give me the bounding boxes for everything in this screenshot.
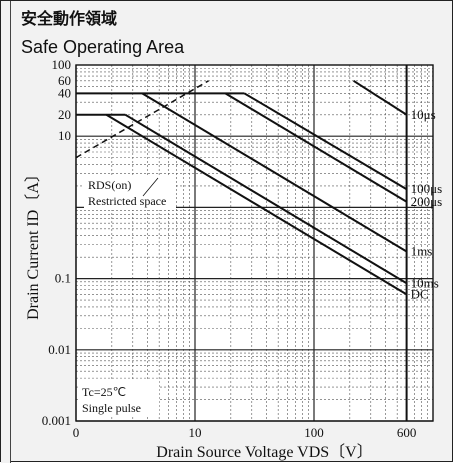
y-axis-label: Drain Current ID〔A〕 xyxy=(24,166,42,320)
rds-on-limit-line xyxy=(75,80,209,159)
y-tick-label: 0.1 xyxy=(55,271,71,286)
y-tick-label: 0.01 xyxy=(48,342,71,357)
series-line xyxy=(105,113,408,296)
side-strip xyxy=(1,1,11,463)
series-line xyxy=(141,92,408,253)
plot-background xyxy=(76,65,433,421)
rds-on-annotation: RDS(on) xyxy=(88,178,131,192)
series-line xyxy=(243,92,408,191)
restricted-space-annotation: Restricted space xyxy=(88,194,166,208)
annotation-background xyxy=(84,175,176,210)
series-line xyxy=(224,92,408,203)
y-tick-label: 60 xyxy=(58,73,71,88)
y-tick-label: 20 xyxy=(58,107,71,122)
x-tick-label: 600 xyxy=(397,425,417,440)
series-label: 10μs xyxy=(411,107,436,122)
series-label: DC xyxy=(411,286,429,301)
grid xyxy=(75,65,433,422)
annotation-pointer xyxy=(142,177,159,197)
series-lines xyxy=(75,79,408,296)
series-label: 100μs xyxy=(411,181,443,196)
single-pulse-annotation: Single pulse xyxy=(82,401,141,415)
temperature-annotation: Tc=25℃ xyxy=(82,385,126,399)
series-label: 1ms xyxy=(411,244,433,259)
y-tick-label: 0.001 xyxy=(42,413,71,428)
y-tick-label: 10 xyxy=(58,128,71,143)
series-label: 10ms xyxy=(411,275,439,290)
x-tick-label: 10 xyxy=(189,425,202,440)
series-line xyxy=(353,79,408,116)
series-label: 200μs xyxy=(411,194,443,209)
chart-title-english: Safe Operating Area xyxy=(21,37,185,57)
x-tick-label: 100 xyxy=(304,425,324,440)
chart-title-japanese: 安全動作領域 xyxy=(21,9,118,28)
x-tick-label: 0 xyxy=(73,425,80,440)
x-axis-label: Drain Source Voltage VDS〔V〕 xyxy=(156,443,372,461)
axes xyxy=(75,64,434,422)
y-tick-label: 40 xyxy=(58,85,71,100)
conditions-background xyxy=(79,380,159,416)
series-line xyxy=(124,113,408,285)
plot-border xyxy=(75,64,434,422)
y-tick-label: 100 xyxy=(52,57,72,72)
